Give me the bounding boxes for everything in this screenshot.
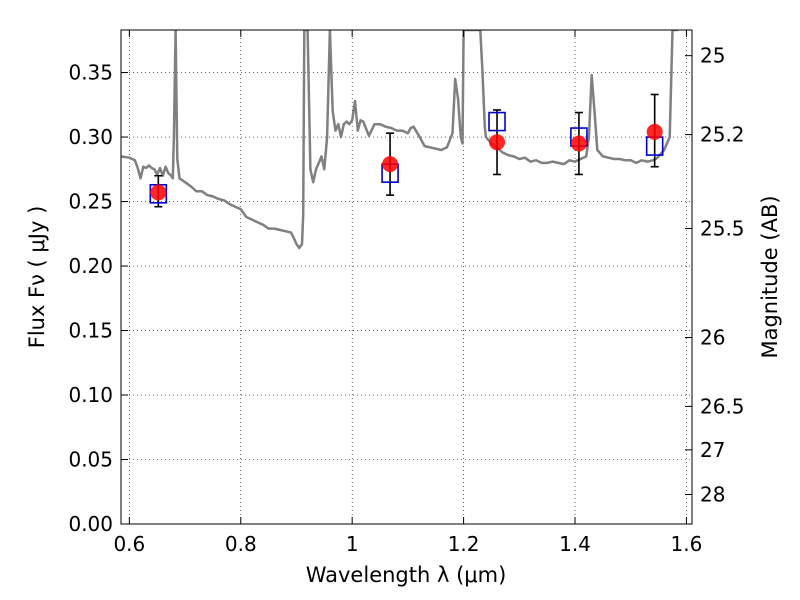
observed-point [150, 184, 167, 201]
marker-layer [149, 93, 664, 208]
x-tick-label: 0.6 [113, 532, 145, 556]
data-layer [121, 30, 679, 250]
mag-tick-label: 26 [700, 325, 725, 349]
mag-tick-label: 27 [700, 438, 725, 462]
plot-area [121, 30, 679, 250]
y-tick-label: 0.15 [68, 319, 113, 343]
y-tick-label: 0.20 [68, 254, 113, 278]
mag-tick-label: 26.5 [700, 394, 745, 418]
plot-background [121, 30, 692, 524]
right-axis-label: Magnitude (AB) [758, 195, 782, 358]
mag-tick-label: 25 [700, 44, 725, 68]
y-tick-label: 0.25 [68, 190, 113, 214]
mag-tick-label: 25.2 [700, 123, 745, 147]
y-axis-label: Flux Fν ( μJy ) [25, 206, 49, 349]
x-axis-label: Wavelength λ (μm) [306, 563, 507, 587]
y-tick-label: 0.35 [68, 61, 113, 85]
observed-point [570, 135, 587, 152]
x-tick-label: 0.8 [225, 532, 257, 556]
y-tick-label: 0.05 [68, 448, 113, 472]
x-tick-label: 1.6 [671, 532, 703, 556]
mag-tick-label: 28 [700, 482, 725, 506]
y-tick-label: 0.10 [68, 383, 113, 407]
observed-point [489, 134, 506, 151]
spectrum-line [121, 30, 679, 250]
x-tick-label: 1 [346, 532, 359, 556]
plot-frame [120, 29, 693, 525]
x-tick-label: 1.2 [448, 532, 480, 556]
observed-point [382, 156, 399, 173]
model-square-marker [488, 111, 506, 132]
y-tick-label: 0.30 [68, 125, 113, 149]
x-tick-label: 1.4 [559, 532, 591, 556]
tick-layer: 0.6 0.8 1 1.2 1.4 1.6 0.00 0.05 0.10 0.15 0.20 0.25… [68, 30, 745, 556]
observed-point [646, 123, 663, 140]
y-tick-label: 0.00 [68, 512, 113, 536]
mag-tick-label: 25.5 [700, 217, 745, 241]
